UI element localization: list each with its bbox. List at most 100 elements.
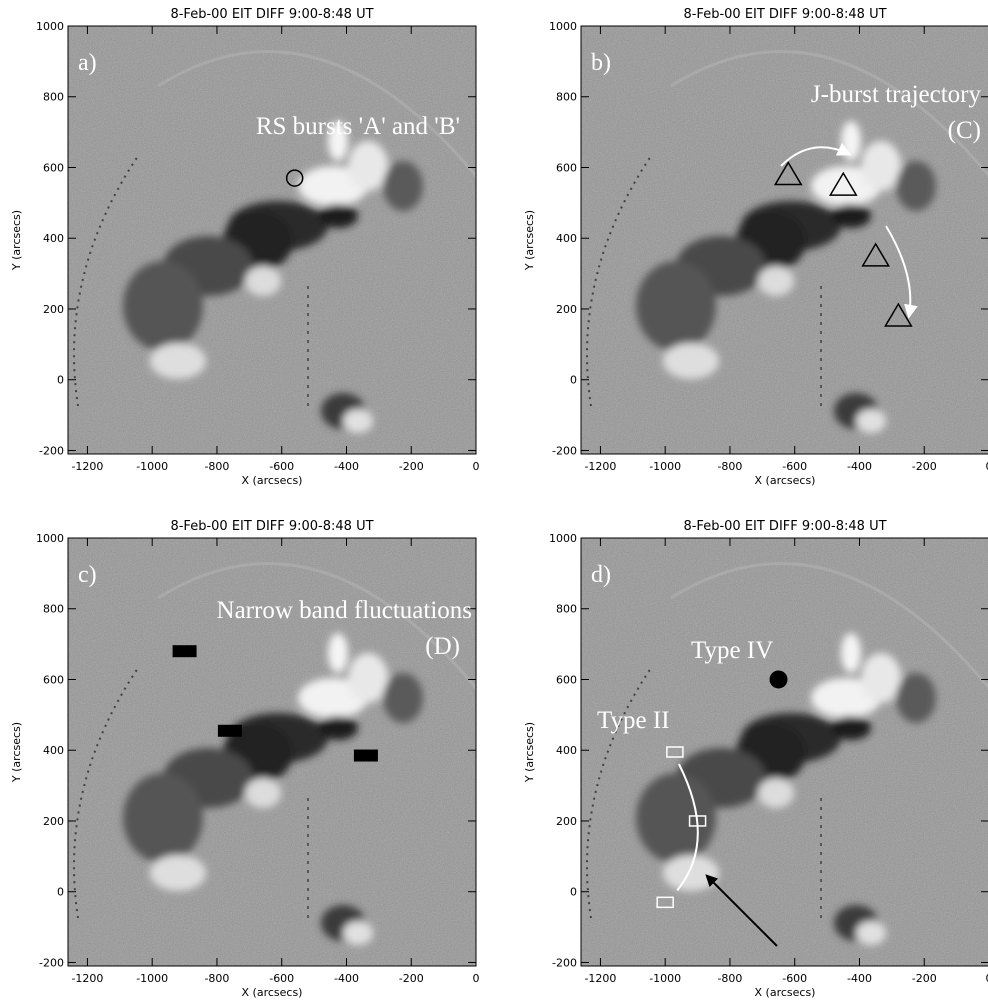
x-tick-label: -1000 [649, 460, 681, 473]
x-tick-label: -1200 [584, 972, 616, 985]
y-tick-label: 0 [57, 886, 64, 899]
fluctuation-bar [217, 724, 242, 737]
type-ii-marker [656, 896, 674, 909]
x-tick-label: -600 [782, 460, 807, 473]
annotation-d: (D) [425, 633, 460, 660]
y-tick-label: 400 [556, 232, 577, 245]
annotation-j-burst: J-burst trajectory [811, 81, 982, 108]
x-tick-label: 0 [986, 460, 988, 473]
type-ii-marker [666, 746, 684, 758]
plot-frame [580, 537, 988, 967]
y-tick-label: 200 [556, 815, 577, 828]
x-tick-label: -800 [204, 972, 229, 985]
type-ii-arrow [705, 874, 778, 947]
panel-b: 8-Feb-00 EIT DIFF 9:00-8:48 UT -1200 -1000… [523, 7, 988, 487]
y-tick-label: 1000 [549, 20, 577, 33]
x-tick-label: -1000 [136, 460, 168, 473]
x-tick-label: -1200 [584, 460, 616, 473]
solar-image [68, 26, 476, 454]
rs-burst-marker [285, 169, 304, 187]
j-burst-triangle [884, 302, 913, 327]
y-tick-label: 600 [556, 673, 577, 686]
x-tick-label: -800 [717, 460, 742, 473]
x-tick-label: -1000 [649, 972, 681, 985]
annotation-type-iv: Type IV [691, 637, 773, 664]
y-tick-label: 200 [43, 815, 64, 828]
x-axis-label: X (arcsecs) [755, 474, 816, 487]
plot-frame [580, 25, 988, 455]
y-axis-label: Y (arcsecs) [10, 210, 23, 271]
type-iv-marker [769, 670, 788, 689]
j-burst-arrow-1 [780, 142, 852, 167]
x-axis-label: X (arcsecs) [242, 474, 303, 487]
annotation-rs-bursts: RS bursts 'A' and 'B' [256, 113, 460, 140]
x-tick-label: -400 [334, 460, 359, 473]
y-axis-label: Y (arcsecs) [10, 722, 23, 783]
y-axis-label: Y (arcsecs) [523, 210, 536, 271]
type-ii-track [676, 763, 699, 891]
y-tick-label: -200 [39, 956, 64, 969]
fluctuation-bar [353, 749, 378, 762]
y-tick-label: -200 [39, 444, 64, 457]
y-tick-label: 800 [43, 91, 64, 104]
y-tick-label: 400 [556, 744, 577, 757]
x-tick-label: -400 [334, 972, 359, 985]
x-tick-label: -200 [399, 972, 424, 985]
j-burst-arrow-2 [885, 225, 918, 319]
y-tick-label: 800 [556, 603, 577, 616]
panel-title: 8-Feb-00 EIT DIFF 9:00-8:48 UT [170, 519, 373, 534]
annotation-type-ii: Type II [597, 707, 670, 734]
y-tick-label: -200 [552, 956, 577, 969]
y-tick-label: 600 [43, 673, 64, 686]
x-tick-label: -400 [847, 972, 872, 985]
y-tick-label: 1000 [549, 532, 577, 545]
x-tick-label: -200 [912, 972, 937, 985]
x-tick-label: -200 [912, 460, 937, 473]
x-axis-label: X (arcsecs) [242, 986, 303, 999]
y-tick-label: 400 [43, 744, 64, 757]
y-tick-label: 800 [43, 603, 64, 616]
j-burst-triangle [828, 171, 858, 196]
j-burst-triangle [773, 161, 803, 186]
x-tick-label: -1000 [136, 972, 168, 985]
y-tick-label: 200 [43, 303, 64, 316]
x-axis-label: X (arcsecs) [755, 986, 816, 999]
annotation-narrow-band: Narrow band fluctuations [217, 597, 472, 624]
y-tick-label: 0 [57, 374, 64, 387]
x-tick-label: 0 [473, 972, 480, 985]
panel-label: b) [591, 50, 611, 76]
y-tick-label: 600 [556, 161, 577, 174]
y-tick-label: 200 [556, 303, 577, 316]
y-tick-label: 800 [556, 91, 577, 104]
panel-title: 8-Feb-00 EIT DIFF 9:00-8:48 UT [683, 519, 886, 534]
panel-d: 8-Feb-00 EIT DIFF 9:00-8:48 UT -1200 -1000… [523, 519, 988, 999]
fluctuation-bar [172, 645, 197, 658]
x-tick-label: -1200 [71, 972, 103, 985]
panel-a: 8-Feb-00 EIT DIFF 9:00-8:48 UT -1200 -1000… [10, 7, 480, 487]
solar-image [581, 538, 988, 966]
x-tick-label: -600 [269, 460, 294, 473]
x-tick-label: -800 [717, 972, 742, 985]
plot-frame [67, 25, 477, 455]
x-tick-label: 0 [473, 460, 480, 473]
panel-label: a) [78, 50, 97, 76]
x-tick-label: -1200 [71, 460, 103, 473]
x-tick-label: -600 [782, 972, 807, 985]
y-tick-label: 1000 [36, 532, 64, 545]
panel-label: c) [78, 562, 97, 588]
x-tick-label: -800 [204, 460, 229, 473]
plot-frame [67, 537, 477, 967]
panel-title: 8-Feb-00 EIT DIFF 9:00-8:48 UT [683, 7, 886, 22]
y-tick-label: 400 [43, 232, 64, 245]
y-tick-label: 1000 [36, 20, 64, 33]
x-tick-label: -600 [269, 972, 294, 985]
x-tick-label: 0 [986, 972, 988, 985]
j-burst-triangle [861, 242, 890, 267]
y-tick-label: 600 [43, 161, 64, 174]
y-tick-label: 0 [570, 374, 577, 387]
panel-c: 8-Feb-00 EIT DIFF 9:00-8:48 UT -1200 -1000… [10, 519, 480, 999]
x-tick-label: -200 [399, 460, 424, 473]
x-tick-label: -400 [847, 460, 872, 473]
panel-label: d) [591, 562, 611, 588]
